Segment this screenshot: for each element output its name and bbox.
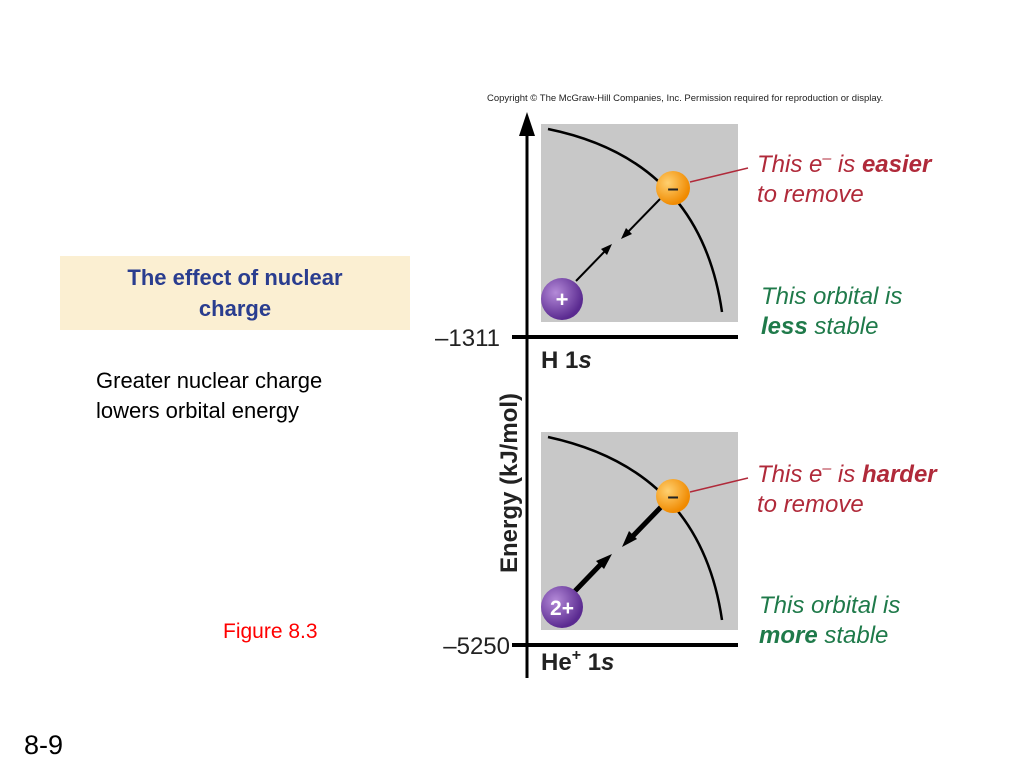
he-electron-charge: – [667,486,678,508]
he-arrowhead-down [622,531,637,547]
h-arrowhead-down [621,228,632,239]
h-orbital-label: H 1s [541,347,592,374]
h-energy-value: –1311 [435,325,500,352]
h-attraction-line-upper [625,198,661,235]
h-orbital-callout-line-1: This orbital is [761,283,902,310]
he-nucleus-charge: 2+ [550,597,574,620]
h-electron-callout-line-1: This e– is easier [757,150,933,178]
he-nucleus [541,586,583,628]
he-orbital-label: He+ 1s [541,647,614,676]
h-nucleus [541,278,583,320]
he-orbital-callout-line-1: This orbital is [759,592,900,619]
he-attraction-line-upper [630,505,663,539]
h-orbital-callout-line-2: less stable [761,313,878,340]
he-electron-callout-line-1: This e– is harder [757,460,938,488]
slide-title-box: The effect of nuclear charge [60,256,410,330]
copyright-notice: Copyright © The McGraw-Hill Companies, I… [487,93,884,104]
body-line-1: Greater nuclear charge [96,368,323,393]
h-electron-charge: – [667,178,678,200]
h-electron [656,171,690,205]
h-nucleus-charge: + [556,287,569,312]
he-orbital-callout-line-2: more stable [759,622,888,649]
slide-title-line-2: charge [198,296,272,321]
h-callout-leader [689,167,749,183]
he-attraction-line-lower [573,561,604,593]
slide-number: 8-9 [24,730,64,760]
he-electron [656,479,690,513]
he-arrowhead-up [596,554,612,569]
slide-title-line-1: The effect of nuclear [127,265,343,290]
body-line-2: lowers orbital energy [96,398,299,423]
axis-arrowhead [519,112,535,136]
h-attraction-line-lower [575,248,608,282]
h-electron-callout-line-2: to remove [757,181,864,208]
h-arrowhead-up [601,244,612,255]
he-callout-leader [689,477,749,493]
he-electron-callout-line-2: to remove [757,491,864,518]
he-energy-value: –5250 [443,633,510,660]
body-text: Greater nuclear charge lowers orbital en… [96,366,322,426]
figure-label: Figure 8.3 [223,620,318,643]
energy-axis-label: Energy (kJ/mol) [496,393,523,573]
